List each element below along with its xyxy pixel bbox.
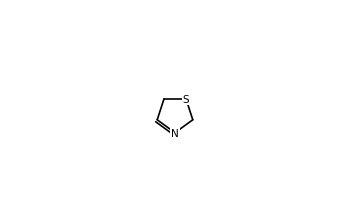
Text: S: S — [183, 94, 189, 104]
Text: N: N — [171, 128, 179, 138]
